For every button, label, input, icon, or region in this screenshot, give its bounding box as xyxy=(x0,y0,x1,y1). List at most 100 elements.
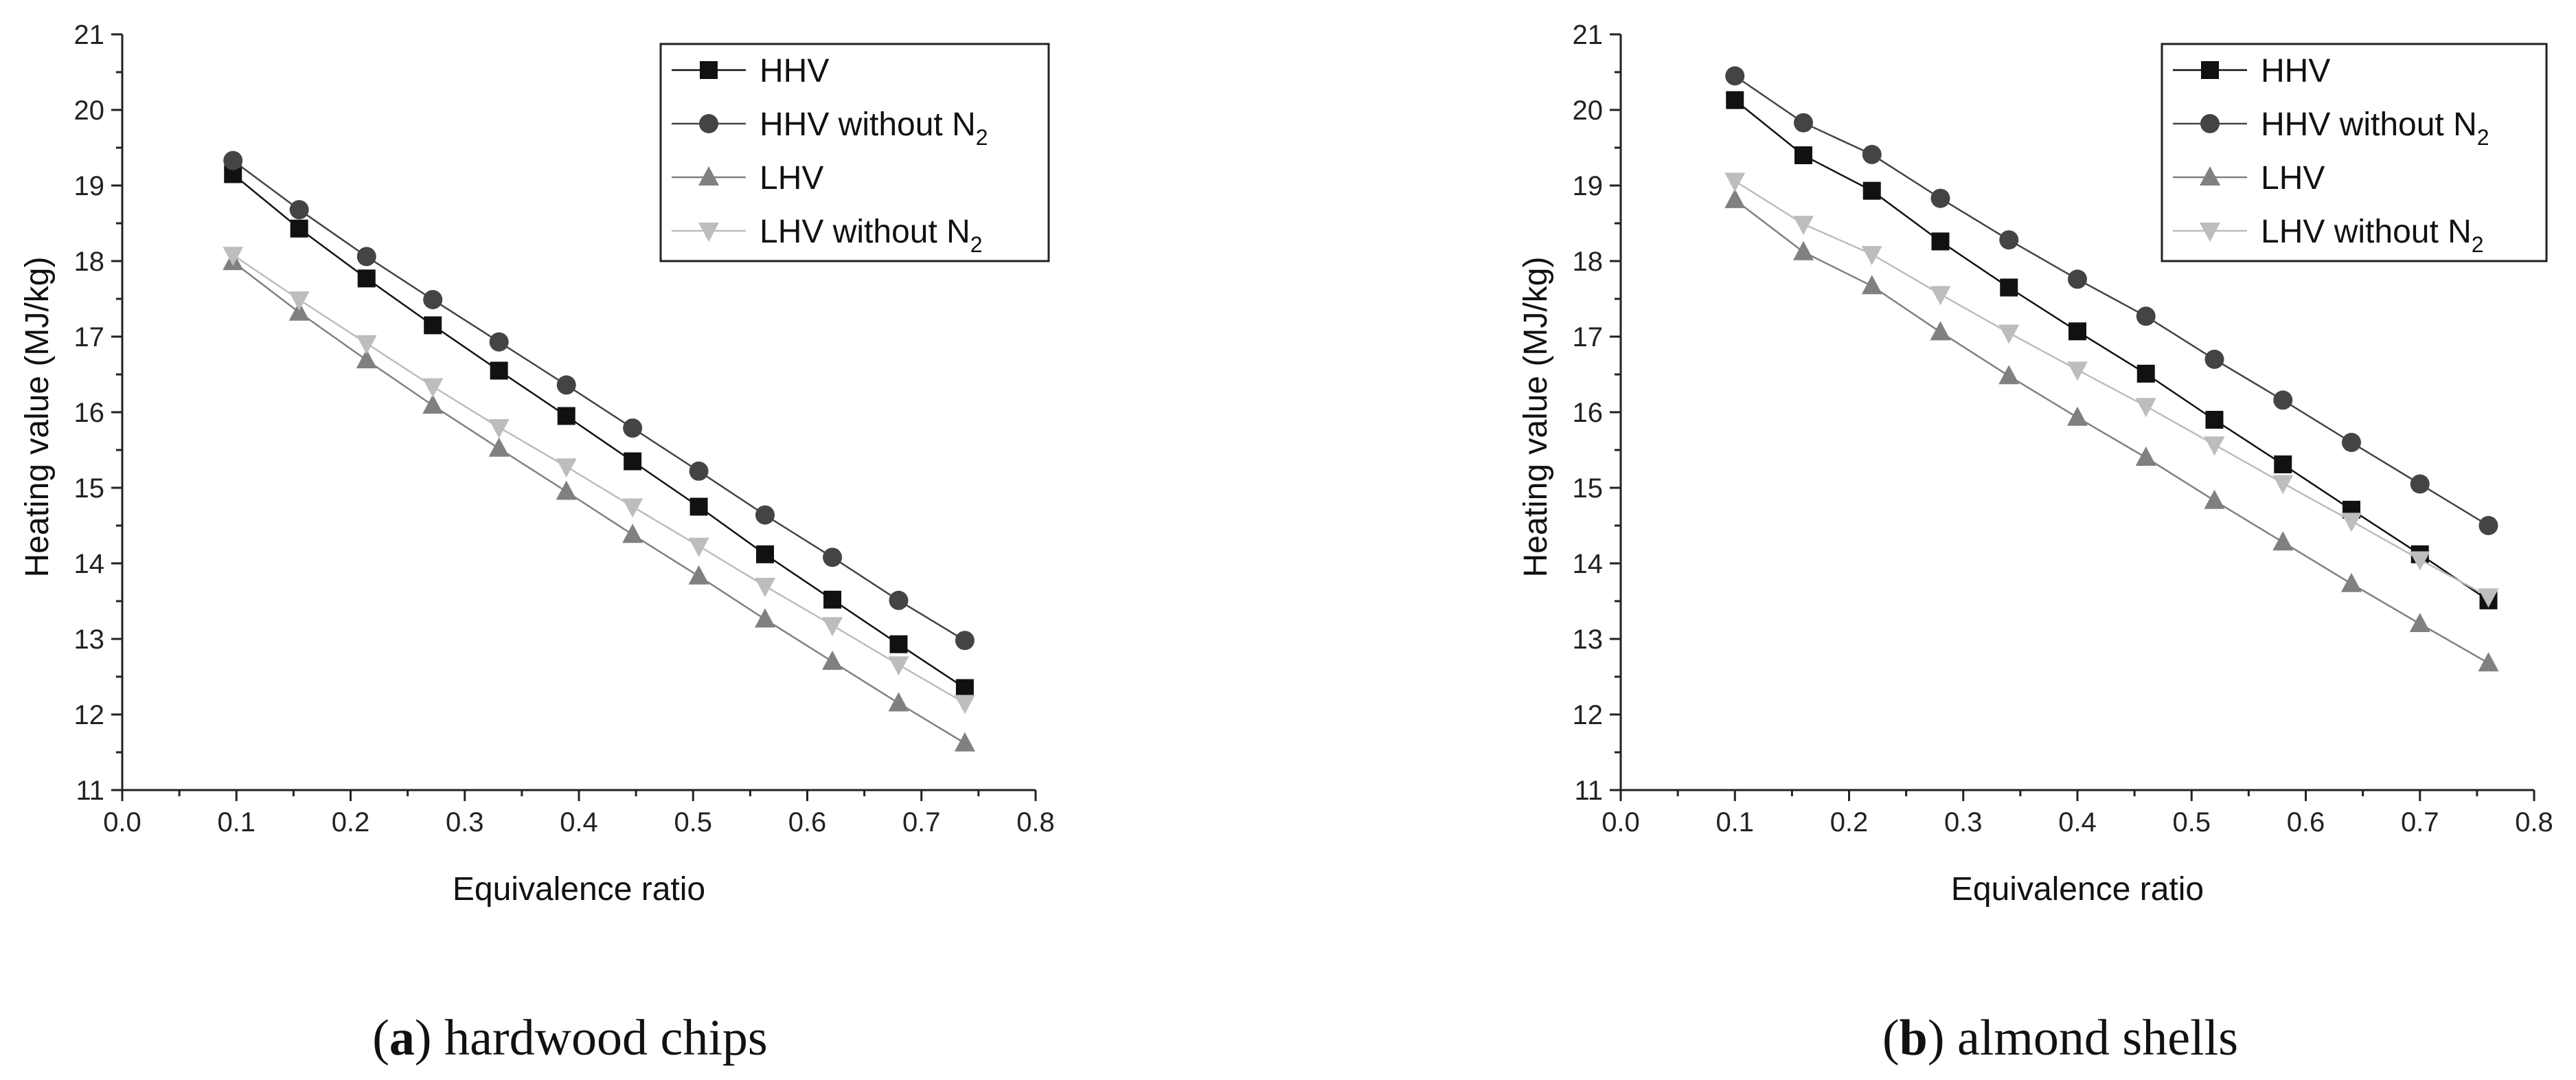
x-tick-label: 0.0 xyxy=(103,807,141,837)
x-tick-label: 0.7 xyxy=(2401,807,2439,837)
data-point xyxy=(823,590,842,609)
legend-label: HHV without N2 xyxy=(760,106,988,150)
data-point xyxy=(822,617,843,637)
y-axis-title: Heating value (MJ/kg) xyxy=(1518,257,1554,578)
data-point xyxy=(2000,278,2018,297)
data-point xyxy=(1930,188,1950,208)
data-point xyxy=(2204,350,2224,369)
data-point xyxy=(423,290,443,310)
x-tick-label: 0.4 xyxy=(560,807,598,837)
data-point xyxy=(2204,489,2225,509)
data-point xyxy=(689,461,709,481)
y-tick-label: 19 xyxy=(74,171,105,201)
y-tick-label: 16 xyxy=(74,398,105,428)
data-point xyxy=(1724,188,1746,208)
y-tick-label: 12 xyxy=(74,700,105,730)
data-point xyxy=(556,480,577,500)
caption-text: hardwood chips xyxy=(444,1010,768,1066)
data-point xyxy=(1793,240,1814,260)
data-point xyxy=(1793,216,1814,236)
chart-panel-a: 0.0 0.1 0.2 0.3 0.4 0.5 0.6 0.7 0.8 11 12 13 14 15 16 1… xyxy=(19,20,1055,1066)
y-tick-label: 18 xyxy=(74,247,105,277)
data-point xyxy=(2341,572,2362,592)
x-tick-label: 0.1 xyxy=(217,807,255,837)
data-point xyxy=(288,291,310,311)
legend-box xyxy=(2161,43,2548,262)
data-point xyxy=(422,378,444,398)
data-point xyxy=(2135,398,2156,418)
legend-label: HHV xyxy=(2261,53,2330,89)
series-line xyxy=(232,254,966,704)
legend-marker xyxy=(2200,114,2220,133)
data-point xyxy=(2067,406,2088,426)
data-point xyxy=(1862,181,1881,200)
x-tick-label: 0.1 xyxy=(1716,807,1754,837)
y-axis-title: Heating value (MJ/kg) xyxy=(19,257,56,578)
data-point xyxy=(288,301,310,321)
y-tick-label: 14 xyxy=(1573,549,1604,579)
data-point xyxy=(357,269,376,288)
legend-marker xyxy=(700,61,718,79)
data-point xyxy=(955,679,974,697)
data-point xyxy=(1998,365,2020,385)
data-point xyxy=(1862,144,1882,164)
data-point xyxy=(488,419,510,438)
x-tick-label: 0.3 xyxy=(1944,807,1983,837)
legend-marker xyxy=(2200,166,2220,185)
y-tick-label: 17 xyxy=(1573,322,1604,352)
data-point xyxy=(889,590,909,610)
data-point xyxy=(754,578,775,597)
data-point xyxy=(822,651,843,670)
x-tick-label: 0.0 xyxy=(1602,807,1640,837)
data-point xyxy=(223,150,243,170)
y-tick-label: 15 xyxy=(74,473,105,504)
series-line xyxy=(1734,180,2489,598)
data-point xyxy=(888,692,909,712)
y-tick-label: 13 xyxy=(1573,625,1604,655)
x-tick-label: 0.8 xyxy=(1016,807,1055,837)
legend-marker xyxy=(2200,223,2220,242)
data-point xyxy=(356,247,376,267)
y-tick-label: 14 xyxy=(74,549,105,579)
data-point xyxy=(688,537,709,557)
series-line xyxy=(232,261,966,744)
caption-text: almond shells xyxy=(1957,1010,2238,1066)
legend-label: LHV xyxy=(2261,160,2325,196)
caption: (b) almond shells xyxy=(1882,1010,2238,1066)
y-tick-label: 20 xyxy=(1573,95,1604,126)
data-point xyxy=(1999,230,2019,250)
data-point xyxy=(1794,113,1813,133)
data-point xyxy=(2478,652,2499,672)
x-tick-label: 0.6 xyxy=(2287,807,2325,837)
data-point xyxy=(954,732,975,752)
data-point xyxy=(356,335,377,355)
data-point xyxy=(623,418,643,438)
legend-label: HHV xyxy=(760,53,829,89)
data-point xyxy=(954,695,975,715)
data-point xyxy=(290,219,308,238)
data-point xyxy=(1930,321,1951,341)
caption-letter: b xyxy=(1900,1010,1928,1066)
data-point xyxy=(2136,306,2156,326)
x-tick-label: 0.6 xyxy=(788,807,827,837)
x-tick-label: 0.5 xyxy=(674,807,712,837)
series-line xyxy=(1734,199,2489,664)
y-tick-label: 11 xyxy=(1574,776,1603,806)
data-point xyxy=(2067,361,2088,381)
legend-label: LHV without N2 xyxy=(2261,214,2484,257)
data-point xyxy=(2136,364,2155,383)
data-point xyxy=(2478,588,2499,608)
data-point xyxy=(2478,516,2498,535)
x-tick-label: 0.3 xyxy=(446,807,484,837)
data-point xyxy=(1861,246,1882,266)
data-point xyxy=(2409,613,2430,632)
caption: (a) hardwood chips xyxy=(372,1010,767,1066)
legend-marker xyxy=(699,114,718,133)
data-point xyxy=(1861,275,1882,295)
data-point xyxy=(556,458,577,478)
data-point xyxy=(2341,513,2362,532)
legend-marker xyxy=(698,223,719,242)
data-point xyxy=(489,332,509,352)
data-point xyxy=(888,656,909,676)
x-tick-label: 0.7 xyxy=(902,807,941,837)
